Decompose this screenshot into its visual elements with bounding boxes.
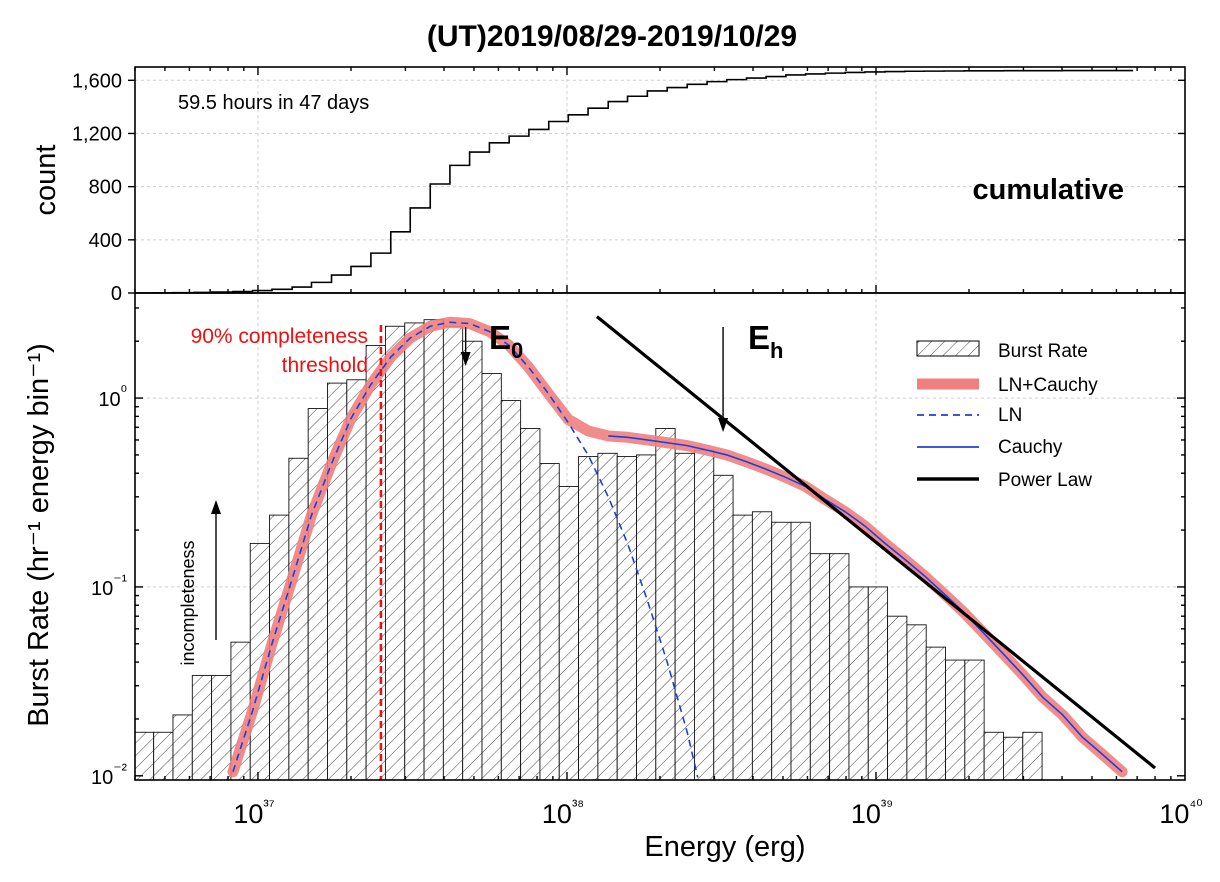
top-y-tick-label: 800 — [89, 177, 122, 199]
burst-rate-bar — [520, 428, 541, 780]
burst-rate-bar — [578, 456, 599, 780]
bottom-x-tick-label: 10³⁹ — [851, 798, 893, 829]
burst-rate-bar — [1022, 731, 1043, 780]
e0-arrow-head — [460, 352, 471, 366]
legend-swatch-burst-rate — [916, 340, 980, 357]
eh-arrow-head — [718, 418, 729, 432]
burst-rate-bar — [211, 674, 232, 780]
eh-arrow — [718, 327, 729, 432]
top-y-tick-label: 0 — [111, 283, 122, 305]
legend-label-cauchy: Cauchy — [998, 437, 1063, 458]
cumulative-label: cumulative — [973, 174, 1125, 206]
burst-rate-bar — [616, 456, 637, 780]
burst-rate-bar — [983, 731, 1004, 780]
threshold-label-line2: threshold — [282, 354, 368, 377]
top-y-tick-label: 1,200 — [72, 123, 122, 145]
top-y-tick-label: 1,600 — [72, 70, 122, 92]
top-y-ticks: 0 400 800 1,200 1,600 — [72, 70, 1185, 305]
legend-label-burst-rate: Burst Rate — [998, 341, 1088, 362]
burst-rate-bar — [172, 714, 193, 780]
burst-rate-bar — [191, 674, 213, 780]
burst-rate-bar — [135, 731, 155, 780]
burst-rate-bar — [906, 624, 927, 780]
legend: Burst Rate LN+Cauchy LN Cauchy Power Law — [916, 340, 1098, 491]
burst-rate-bar — [307, 408, 328, 780]
bottom-y-axis-text: Burst Rate (hr⁻¹ energy bin⁻¹) — [23, 343, 55, 727]
burst-rate-bar — [462, 340, 483, 780]
top-panel: 0 400 800 1,200 1,600 count 59.5 hours in 47… — [30, 66, 1186, 305]
burst-rate-bar — [848, 586, 869, 780]
burst-rate-bar — [500, 400, 522, 780]
burst-rate-bar — [404, 322, 425, 780]
bottom-y-tick-label: 10⁻¹ — [91, 573, 127, 600]
legend-label-power-law: Power Law — [998, 470, 1092, 491]
curve-cauchy — [608, 435, 1123, 773]
top-y-axis-label: count — [30, 145, 62, 216]
burst-rate-bar — [771, 521, 792, 780]
bottom-x-ticks: 10³⁷ 10³⁸ 10³⁹ 10⁴⁰ — [134, 772, 1203, 829]
legend-label-ln: LN — [998, 405, 1022, 426]
burst-rate-bar — [597, 452, 618, 780]
burst-rate-bar — [945, 659, 966, 780]
bottom-panel: 10⁻² 10⁻¹ 10⁰ 10³⁷ 10³⁸ 10³⁹ 10⁴⁰ Burst Rate … — [23, 292, 1203, 863]
burst-rate-bar — [558, 486, 580, 780]
bottom-x-tick-label: 10³⁷ — [233, 798, 274, 829]
burst-rate-bar — [751, 511, 773, 780]
burst-rate-bar — [153, 731, 174, 780]
burst-rate-bar — [809, 553, 831, 780]
burst-rate-bar — [481, 373, 502, 780]
burst-rate-bar — [887, 615, 908, 780]
burst-rate-bar — [384, 325, 406, 780]
burst-rate-bar — [1003, 736, 1024, 780]
burst-rate-bar — [790, 521, 811, 780]
burst-rate-bar — [442, 325, 464, 780]
curve-ln — [232, 321, 699, 778]
burst-rate-bar — [365, 344, 386, 780]
burst-rate-bars — [135, 319, 1043, 780]
burst-rate-bar — [346, 379, 367, 780]
bottom-x-tick-label: 10⁴⁰ — [1159, 798, 1202, 829]
x-axis-label: Energy (erg) — [644, 831, 805, 863]
burst-rate-bar — [732, 514, 753, 780]
bottom-y-axis-label: Burst Rate (hr⁻¹ energy bin⁻¹) — [23, 343, 55, 727]
bottom-y-ticks: 10⁻² 10⁻¹ 10⁰ — [91, 307, 1185, 789]
burst-rate-bar — [964, 659, 985, 780]
curve-power-law — [595, 315, 1157, 770]
eh-label: Eh — [748, 319, 783, 363]
burst-rate-bar — [925, 646, 946, 780]
burst-rate-bar — [693, 449, 715, 780]
burst-rate-bar — [655, 428, 676, 780]
incompleteness-label: incompleteness — [178, 540, 198, 665]
burst-rate-bar — [539, 463, 560, 780]
bottom-y-tick-label: 10⁻² — [91, 762, 128, 789]
chart-title: (UT)2019/08/29-2019/10/29 — [427, 20, 797, 53]
e0-label: E0 — [489, 319, 523, 363]
bottom-y-tick-label: 10⁰ — [98, 384, 127, 411]
top-grid — [135, 67, 1185, 293]
hours-annotation: 59.5 hours in 47 days — [178, 92, 369, 114]
threshold-label-line1: 90% completeness — [191, 325, 368, 348]
incompleteness-arrow-head — [211, 500, 221, 514]
legend-label-ln-cauchy: LN+Cauchy — [998, 375, 1098, 396]
burst-rate-bar — [288, 457, 309, 780]
cumulative-step-line — [135, 69, 1134, 293]
e0-arrow — [460, 327, 471, 366]
burst-rate-bar — [713, 474, 734, 780]
burst-rate-bar — [674, 452, 695, 780]
bottom-x-tick-label: 10³⁸ — [542, 798, 584, 829]
burst-rate-bar — [867, 586, 889, 780]
burst-rate-bar — [423, 319, 444, 780]
burst-rate-bar — [829, 553, 850, 780]
top-y-tick-label: 400 — [89, 230, 122, 252]
